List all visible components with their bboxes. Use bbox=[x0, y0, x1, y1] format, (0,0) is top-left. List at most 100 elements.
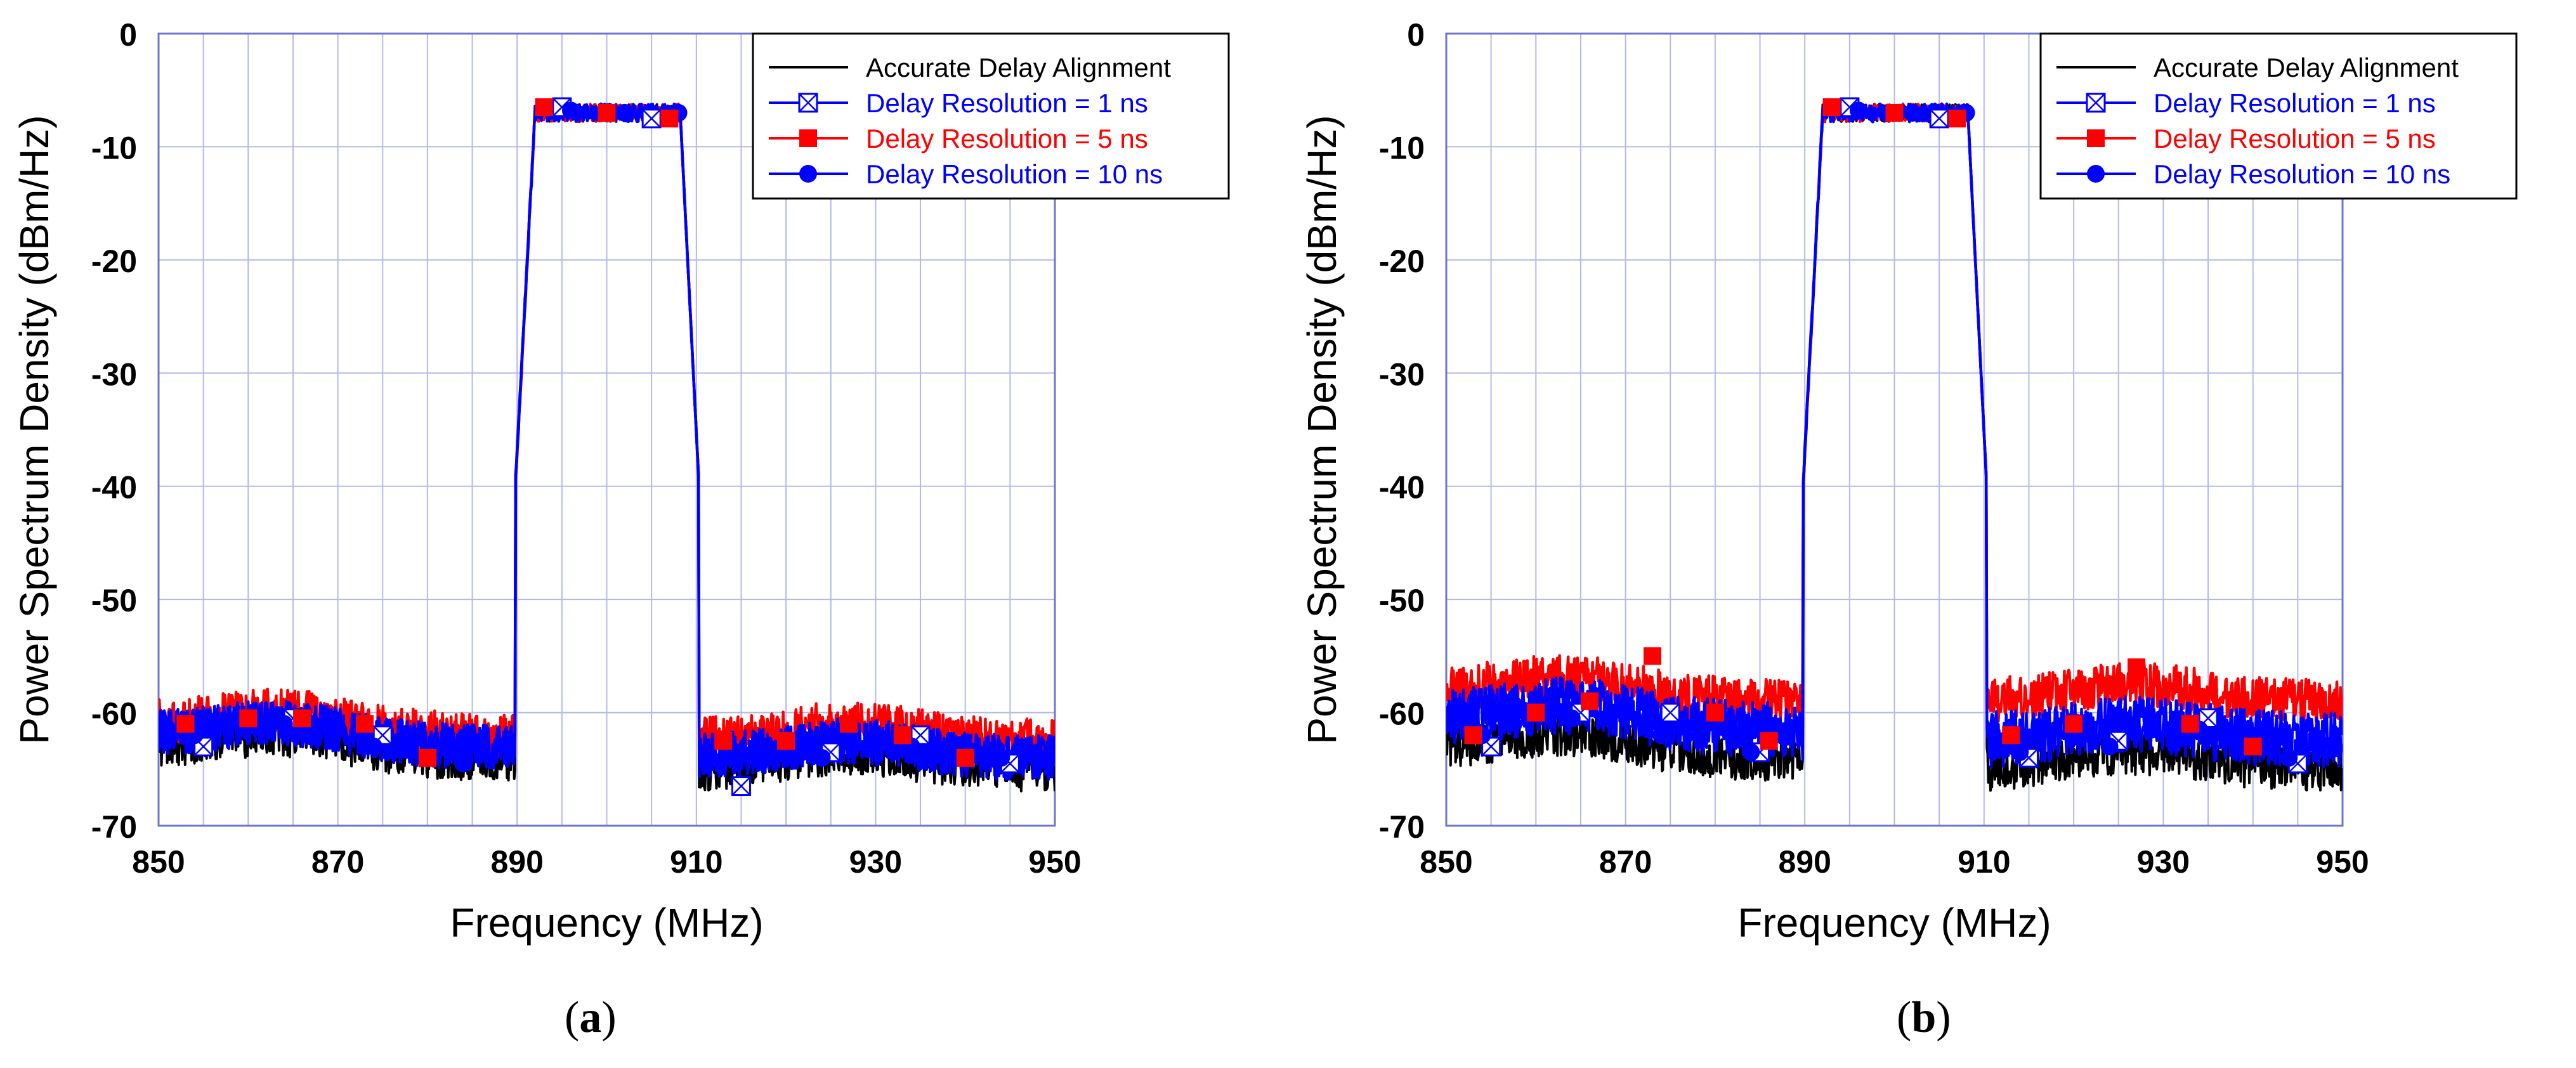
marker-series-3 bbox=[1742, 743, 1760, 762]
marker-series-3 bbox=[454, 754, 473, 772]
caption-a: (a) bbox=[565, 993, 617, 1042]
marker-series-2 bbox=[418, 748, 436, 767]
marker-series-2 bbox=[535, 98, 553, 116]
y-tick-label: -40 bbox=[91, 470, 137, 505]
y-tick-label: -30 bbox=[91, 356, 137, 392]
legend-label-0: Accurate Delay Alignment bbox=[866, 53, 1171, 82]
legend-label-3: Delay Resolution = 10 ns bbox=[866, 159, 1163, 189]
marker-series-2 bbox=[293, 709, 311, 727]
marker-series-2 bbox=[1527, 703, 1545, 722]
y-tick-label: -20 bbox=[91, 244, 137, 279]
legend-label-1: Delay Resolution = 1 ns bbox=[2154, 88, 2436, 118]
legend-marker-1 bbox=[798, 93, 818, 113]
x-tick-label: 850 bbox=[1420, 844, 1472, 880]
marker-series-2 bbox=[1760, 732, 1778, 750]
marker-series-2 bbox=[2002, 726, 2020, 745]
legend-label-1: Delay Resolution = 1 ns bbox=[866, 88, 1148, 118]
marker-series-3 bbox=[723, 748, 742, 767]
x-tick-label: 870 bbox=[311, 844, 364, 880]
marker-series-2 bbox=[1885, 103, 1904, 122]
legend-marker-2 bbox=[2087, 129, 2105, 147]
legend-box bbox=[2039, 32, 2518, 200]
marker-series-2 bbox=[840, 715, 858, 733]
legend-marker-1 bbox=[2086, 93, 2106, 113]
marker-series-3 bbox=[2100, 738, 2119, 756]
legend-label-2: Delay Resolution = 5 ns bbox=[866, 124, 1148, 153]
x-tick-label: 950 bbox=[2316, 844, 2369, 880]
panel-a: 0 -10 -20 -30 -40 -50 -60 -70 850 870 890 910 930 950… bbox=[11, 17, 1230, 1042]
marker-series-3 bbox=[561, 101, 580, 120]
x-tick-label: 930 bbox=[2137, 844, 2190, 880]
legend-label-2: Delay Resolution = 5 ns bbox=[2154, 124, 2436, 153]
legend: Accurate Delay Alignment Delay Resolution… bbox=[752, 32, 1230, 200]
marker-series-2 bbox=[355, 715, 374, 733]
legend-box bbox=[752, 32, 1230, 200]
legend-marker-2 bbox=[799, 129, 817, 147]
marker-series-1 bbox=[1481, 736, 1501, 757]
y-tick-label: 0 bbox=[119, 17, 137, 53]
marker-series-2 bbox=[2128, 658, 2146, 677]
x-tick-label: 950 bbox=[1028, 844, 1081, 880]
marker-series-2 bbox=[893, 726, 912, 745]
marker-series-1 bbox=[731, 776, 751, 797]
x-tick-label: 930 bbox=[849, 844, 902, 880]
legend-marker-3 bbox=[2087, 165, 2105, 183]
marker-series-2 bbox=[1706, 703, 1724, 722]
markers bbox=[1464, 97, 2308, 774]
marker-series-2 bbox=[1464, 726, 1482, 745]
marker-series-1 bbox=[1929, 108, 1949, 129]
marker-series-3 bbox=[1562, 709, 1581, 727]
marker-series-3 bbox=[615, 103, 634, 122]
x-axis-title: Frequency (MHz) bbox=[450, 900, 763, 946]
x-tick-label: 890 bbox=[490, 844, 543, 880]
marker-series-2 bbox=[714, 732, 733, 750]
marker-series-2 bbox=[660, 109, 679, 127]
marker-series-2 bbox=[239, 709, 258, 727]
marker-series-3 bbox=[1652, 726, 1671, 745]
panel-b: 0 -10 -20 -30 -40 -50 -60 -70 850 870 890 910 930 950… bbox=[1288, 0, 2575, 1068]
y-tick-label: -40 bbox=[1379, 470, 1425, 505]
marker-series-2 bbox=[176, 715, 195, 733]
marker-series-3 bbox=[2280, 748, 2298, 767]
y-tick-label: -70 bbox=[91, 809, 137, 845]
marker-series-3 bbox=[1849, 101, 1867, 120]
y-tick-label: -60 bbox=[1379, 696, 1425, 732]
plot-frame bbox=[1445, 32, 2344, 827]
y-tick-label: -60 bbox=[91, 696, 137, 732]
y-tick-label: -70 bbox=[1379, 809, 1425, 845]
x-tick-label: 890 bbox=[1778, 844, 1831, 880]
x-tick-label: 910 bbox=[670, 844, 722, 880]
marker-series-3 bbox=[813, 748, 831, 767]
marker-series-3 bbox=[2011, 743, 2029, 762]
x-axis-title: Frequency (MHz) bbox=[1737, 900, 2051, 946]
legend-marker-3 bbox=[799, 165, 817, 183]
y-tick-label: -20 bbox=[1379, 244, 1425, 279]
caption-b: (b) bbox=[1897, 993, 1951, 1042]
x-tick-label: 910 bbox=[1958, 844, 2010, 880]
plot-frame bbox=[157, 32, 1056, 827]
legend-label-0: Accurate Delay Alignment bbox=[2154, 53, 2459, 82]
legend: Accurate Delay Alignment Delay Resolution… bbox=[2039, 32, 2518, 200]
y-tick-label: -10 bbox=[1379, 130, 1425, 166]
y-tick-label: -50 bbox=[91, 583, 137, 618]
marker-series-2 bbox=[1822, 98, 1841, 116]
marker-series-2 bbox=[2244, 738, 2262, 756]
legend-label-3: Delay Resolution = 10 ns bbox=[2154, 159, 2450, 189]
y-tick-label: -50 bbox=[1379, 583, 1425, 618]
y-axis-title: Power Spectrum Density (dBm/Hz) bbox=[11, 115, 57, 744]
marker-series-2 bbox=[2181, 715, 2199, 733]
marker-series-2 bbox=[598, 103, 616, 122]
x-tick-label: 850 bbox=[132, 844, 185, 880]
y-axis-title: Power Spectrum Density (dBm/Hz) bbox=[1299, 115, 1345, 744]
marker-series-2 bbox=[2065, 715, 2083, 733]
marker-series-3 bbox=[1903, 103, 1921, 122]
marker-series-1 bbox=[1660, 703, 1680, 723]
marker-series-2 bbox=[1643, 647, 1661, 665]
marker-series-2 bbox=[956, 748, 974, 767]
y-tick-label: -10 bbox=[91, 130, 137, 166]
marker-series-3 bbox=[365, 738, 383, 756]
marker-series-2 bbox=[1581, 692, 1599, 710]
marker-series-1 bbox=[641, 108, 662, 129]
marker-series-3 bbox=[275, 715, 293, 733]
